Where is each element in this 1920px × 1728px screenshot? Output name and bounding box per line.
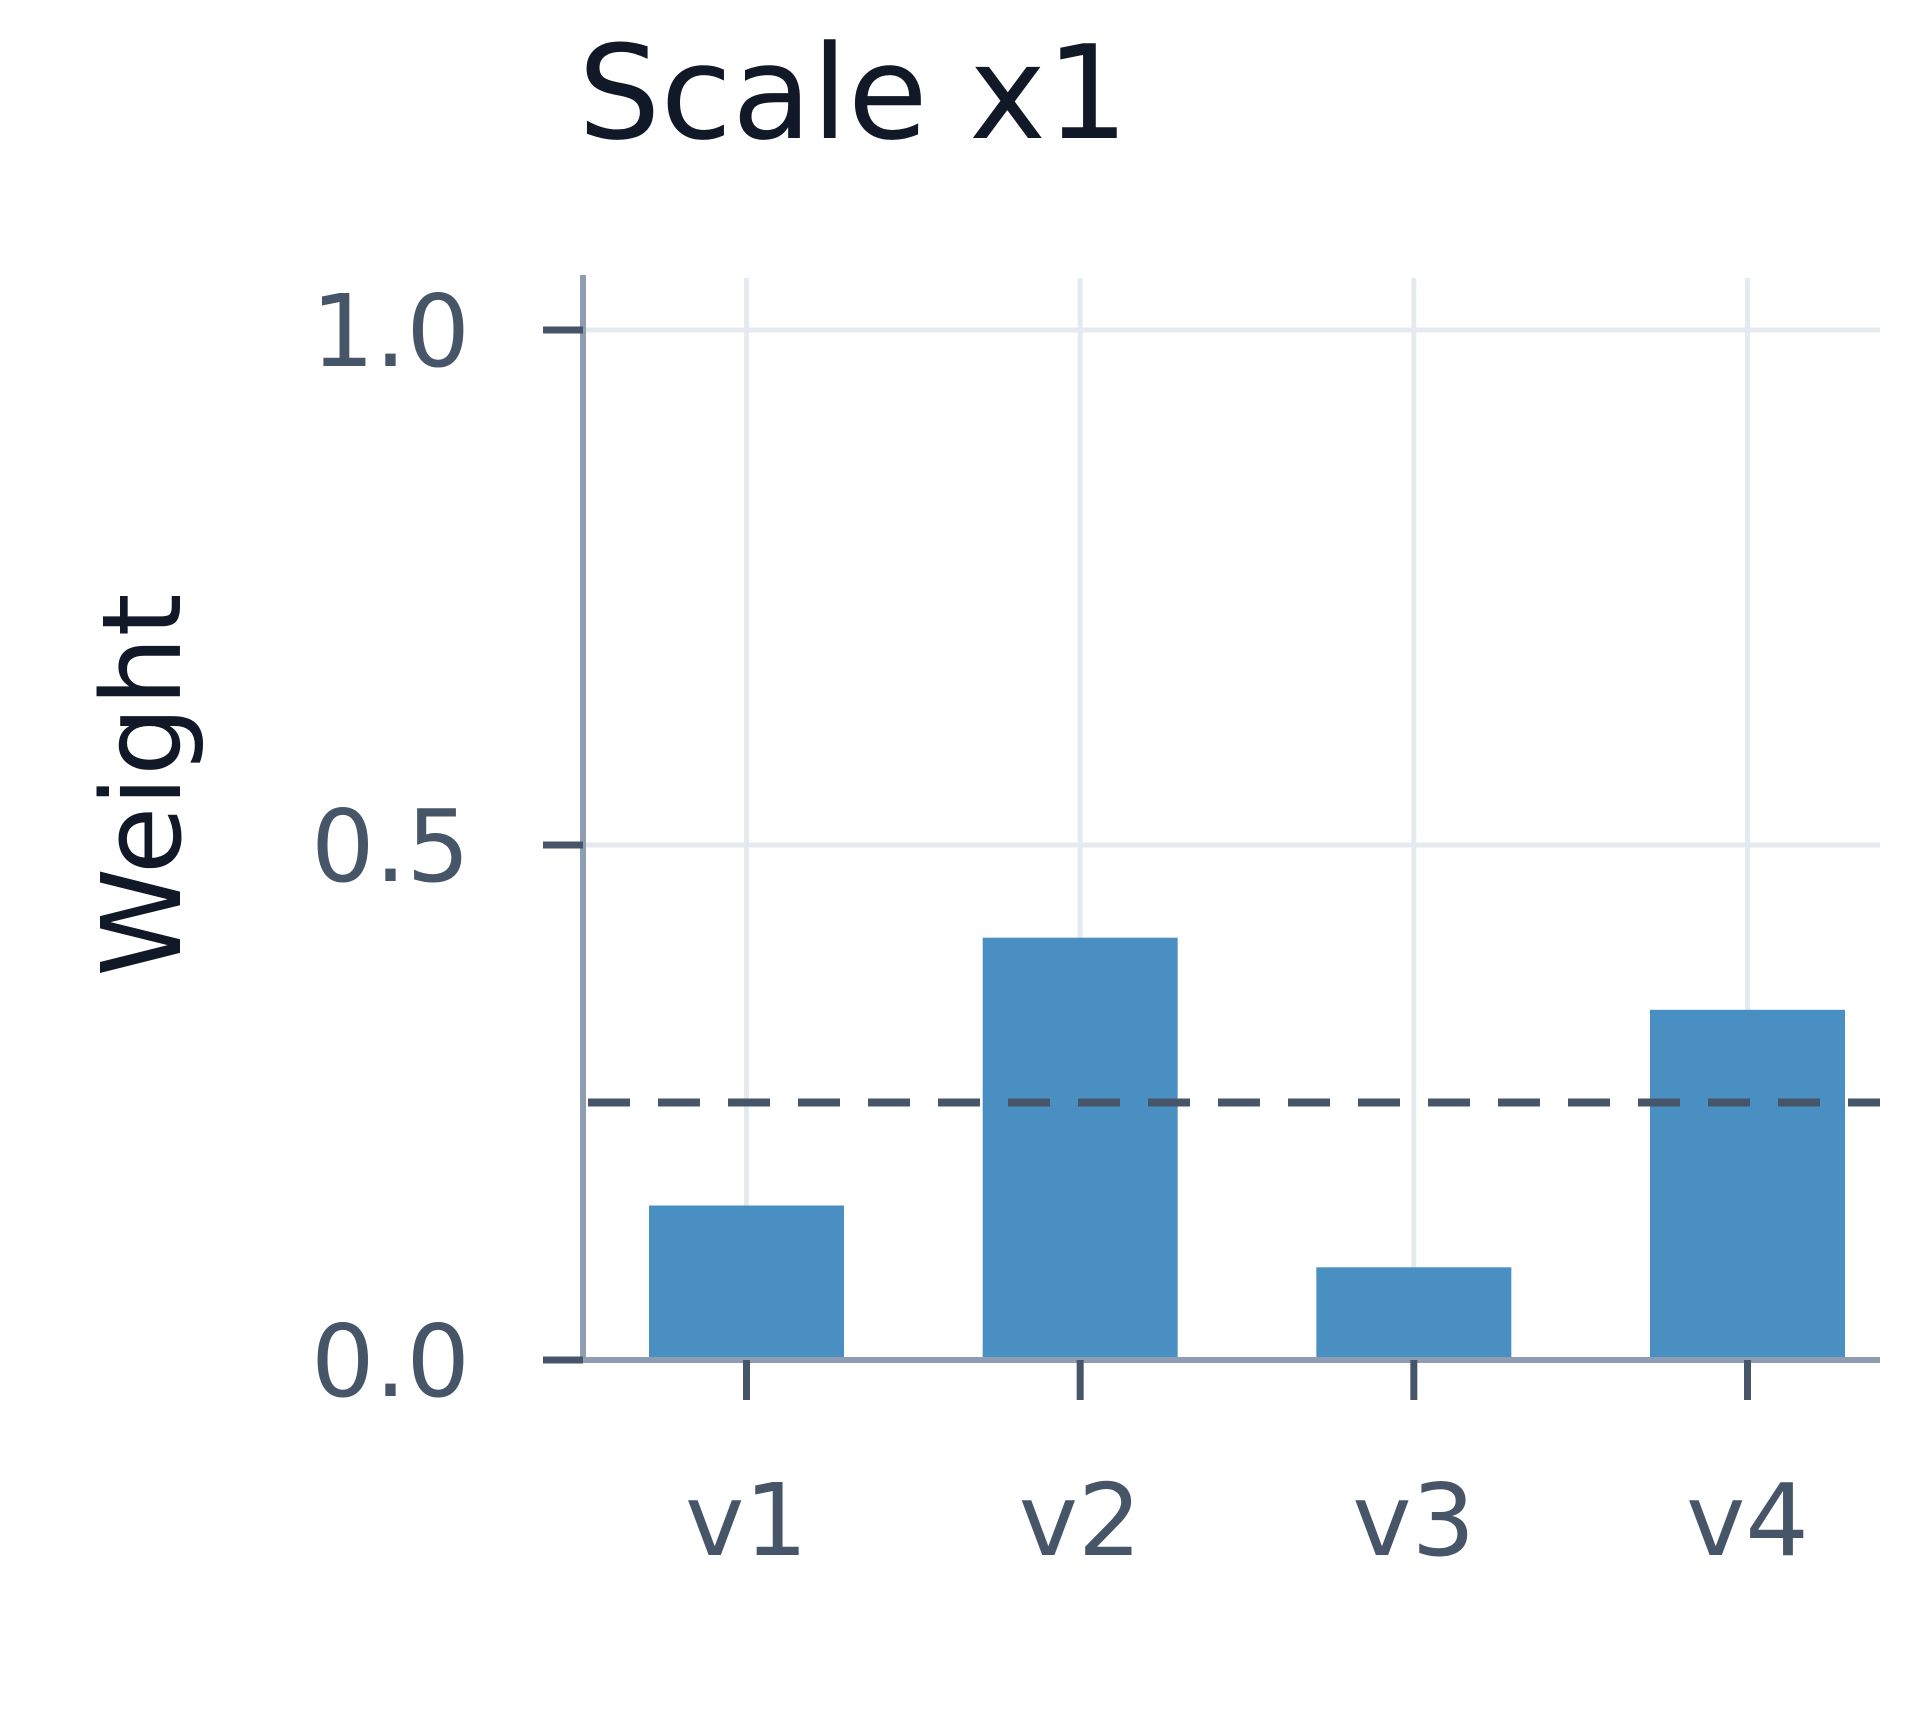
y-tick-label: 0.0 bbox=[311, 1303, 470, 1420]
x-tick-label: v3 bbox=[1352, 1462, 1475, 1579]
x-tick-label: v4 bbox=[1686, 1462, 1809, 1579]
bar-v4 bbox=[1650, 1009, 1845, 1360]
chart-title: Scale x1 bbox=[578, 17, 1129, 169]
bar-v1 bbox=[649, 1205, 844, 1360]
y-axis-label: Weight bbox=[78, 593, 206, 976]
bar-v2 bbox=[982, 937, 1178, 1360]
y-tick-label: 0.5 bbox=[311, 788, 470, 905]
grid bbox=[583, 278, 1880, 1360]
x-tick-label: v1 bbox=[685, 1462, 808, 1579]
x-tick-label: v2 bbox=[1019, 1462, 1142, 1579]
axes bbox=[580, 275, 1880, 1363]
bar-v3 bbox=[1316, 1267, 1512, 1360]
ticks: 0.0 0.5 1.0 v1 v2 v3 v4 bbox=[311, 273, 1809, 1579]
bars bbox=[649, 937, 1845, 1360]
y-tick-label: 1.0 bbox=[311, 273, 470, 390]
